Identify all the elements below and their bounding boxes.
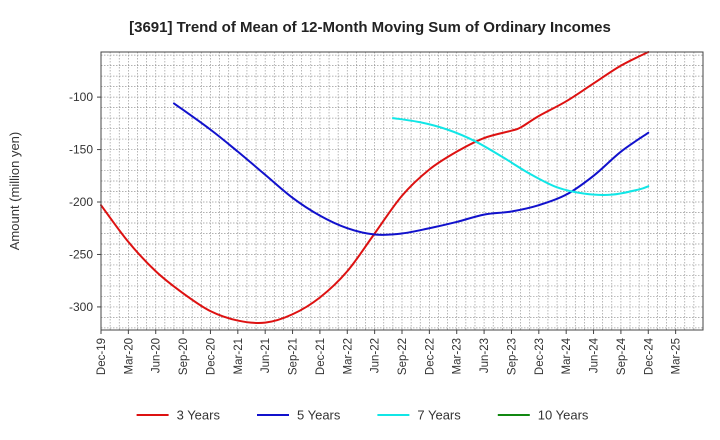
x-tick-label: Mar-23 <box>452 338 464 374</box>
legend-label-7-years: 7 Years <box>417 408 461 423</box>
y-axis-ticks: -100 -150 -200 -250 -300 <box>69 90 101 314</box>
x-tick-label: Mar-20 <box>123 338 135 374</box>
y-tick-label: -100 <box>69 90 93 104</box>
legend: 3 Years 5 Years 7 Years 10 Years <box>136 408 589 423</box>
x-tick-label: Sep-22 <box>397 338 409 375</box>
legend-label-5-years: 5 Years <box>297 408 341 423</box>
series-line-5-years <box>172 102 650 236</box>
y-tick-label: -300 <box>69 300 93 314</box>
x-tick-label: Sep-24 <box>616 337 628 375</box>
legend-label-10-years: 10 Years <box>538 408 589 423</box>
x-tick-label: Mar-22 <box>342 338 354 374</box>
y-tick-label: -250 <box>69 247 93 261</box>
series-line-7-years <box>391 117 650 196</box>
x-tick-label: Mar-21 <box>233 338 245 374</box>
x-tick-label: Jun-21 <box>260 338 272 373</box>
x-tick-label: Dec-20 <box>205 338 217 375</box>
x-tick-label: Dec-21 <box>315 338 327 375</box>
x-tick-label: Jun-22 <box>370 338 382 373</box>
legend-label-3-years: 3 Years <box>177 408 221 423</box>
x-tick-label: Sep-21 <box>288 338 300 375</box>
x-tick-label: Jun-20 <box>151 338 163 373</box>
x-tick-label: Sep-23 <box>506 338 518 375</box>
x-tick-label: Jun-23 <box>479 338 491 373</box>
x-tick-label: Dec-24 <box>643 337 655 375</box>
chart-title: [3691] Trend of Mean of 12-Month Moving … <box>129 19 611 36</box>
gridlines <box>100 52 704 330</box>
series-line-3-years <box>100 51 650 325</box>
x-axis-ticks: Dec-19 Mar-20 Jun-20 Sep-20 Dec-20 Mar-21 Jun-… <box>96 330 683 375</box>
y-axis-label: Amount (million yen) <box>7 132 22 251</box>
x-tick-label: Dec-22 <box>424 338 436 375</box>
x-tick-label: Mar-24 <box>561 337 573 374</box>
x-tick-label: Sep-20 <box>178 338 190 375</box>
x-tick-label: Jun-24 <box>589 337 601 373</box>
x-tick-label: Dec-19 <box>96 338 108 375</box>
x-tick-label: Dec-23 <box>534 338 546 375</box>
series-lines <box>100 51 650 325</box>
y-tick-label: -200 <box>69 195 93 209</box>
x-tick-label: Mar-25 <box>671 338 683 374</box>
y-tick-label: -150 <box>69 143 93 157</box>
